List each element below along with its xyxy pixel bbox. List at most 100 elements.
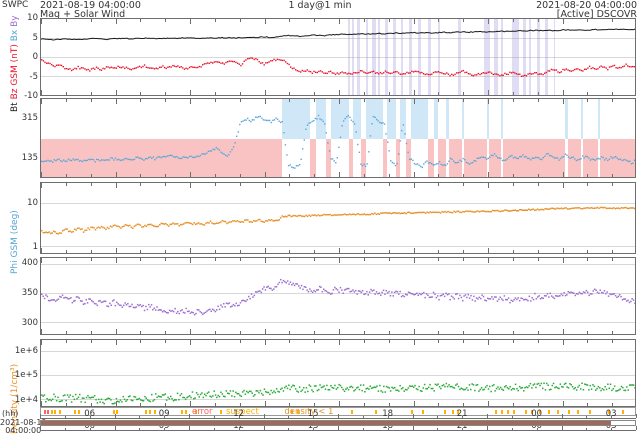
sector-stripe — [553, 19, 556, 95]
tick-bottom — [537, 403, 539, 406]
tick-top — [41, 19, 42, 24]
tick-top — [289, 183, 291, 186]
tick-bottom — [612, 403, 614, 406]
sector-stripe — [356, 19, 360, 95]
tick-bottom — [612, 92, 614, 95]
time-axis-tick-label: 21 — [456, 409, 468, 419]
tick-top — [41, 340, 42, 345]
tick-bottom — [165, 92, 167, 95]
tick-top — [190, 183, 191, 188]
quality-flag-mark — [452, 410, 455, 414]
tick-top — [413, 19, 415, 24]
tick-bottom — [587, 92, 589, 95]
tick-top — [463, 340, 465, 343]
toward-sector-gap — [365, 139, 383, 177]
tick-top — [587, 340, 589, 343]
tick-bottom — [512, 331, 514, 334]
sector-stripe — [501, 19, 504, 95]
tick-bottom — [90, 331, 92, 334]
tick-top — [388, 258, 390, 261]
time-tick — [139, 428, 141, 430]
tick-top — [190, 19, 191, 24]
time-tick — [89, 428, 91, 430]
tick-top — [140, 258, 142, 261]
tick-bottom — [239, 174, 241, 177]
tick-top — [140, 19, 142, 22]
tick-top — [512, 99, 514, 102]
time-axis-line-2 — [40, 430, 636, 431]
quality-flag-mark — [43, 410, 46, 414]
tick-bottom — [115, 172, 117, 177]
tick-top — [612, 183, 614, 186]
time-axis-tick-label: 15 — [307, 421, 319, 431]
tick-top — [214, 258, 216, 261]
tick-top — [413, 258, 415, 263]
time-tick — [536, 428, 538, 430]
gridline-horizontal — [41, 351, 635, 353]
tick-bottom — [140, 331, 142, 334]
series-phi — [41, 114, 635, 169]
tick-top — [264, 340, 266, 345]
mag-data-layer — [41, 28, 635, 77]
quality-flag-mark — [547, 410, 550, 414]
tick-top — [239, 258, 241, 261]
tick-bottom — [289, 250, 291, 253]
quality-flag-mark — [154, 410, 157, 414]
quality-flag-mark — [443, 410, 446, 414]
time-tick — [313, 416, 315, 418]
tick-bottom — [65, 92, 67, 95]
tick-bottom — [339, 248, 340, 253]
gridline-horizontal — [41, 76, 635, 77]
tick-bottom — [363, 250, 365, 253]
y-tick-density: 10 — [27, 198, 38, 209]
tick-top — [264, 258, 266, 263]
time-axis-tick-label: 03 — [605, 409, 617, 419]
tick-top — [289, 340, 291, 343]
toward-sector-band — [353, 99, 362, 177]
y-tick-mag: 10 — [27, 13, 38, 23]
time-tick — [611, 428, 613, 430]
panel-mag — [40, 18, 636, 96]
sector-stripe — [417, 19, 422, 95]
coverage-bar[interactable] — [40, 420, 636, 426]
tick-bottom — [90, 92, 92, 95]
series-density — [41, 206, 635, 235]
time-axis-tick-label: 09 — [158, 409, 170, 419]
tick-top — [239, 340, 241, 343]
tick-bottom — [339, 90, 340, 95]
tick-bottom — [239, 403, 241, 406]
time-tick — [213, 416, 215, 418]
y-label-part: By — [10, 15, 20, 27]
tick-bottom — [388, 331, 390, 334]
y-axis-phi: 315 135 Phi GSM (deg) — [0, 98, 40, 274]
tick-top — [289, 258, 291, 261]
time-tick — [40, 414, 41, 418]
tick-bottom — [512, 174, 514, 177]
tick-bottom — [65, 174, 67, 177]
sector-stripe — [352, 19, 354, 95]
tick-bottom — [438, 331, 440, 334]
time-axis-tick-label: 03 — [605, 421, 617, 431]
tick-top — [512, 19, 514, 22]
tick-top — [65, 183, 67, 186]
time-tick — [114, 414, 116, 418]
tick-bottom — [363, 92, 365, 95]
sector-stripe — [385, 19, 388, 95]
series-bt — [41, 28, 635, 41]
tick-top — [463, 258, 465, 261]
tick-bottom — [488, 172, 489, 177]
tick-bottom — [413, 90, 415, 95]
tick-bottom — [512, 250, 514, 253]
gridline-horizontal — [41, 263, 635, 265]
toward-sector-gap — [446, 139, 449, 177]
time-tick — [586, 428, 588, 430]
tick-top — [115, 183, 117, 188]
time-tick — [313, 428, 315, 430]
legend-error: error — [191, 407, 213, 417]
time-tick — [362, 416, 364, 418]
time-tick — [412, 426, 414, 430]
time-axis-tick-label: 12 — [233, 409, 245, 419]
tick-top — [438, 258, 440, 261]
tick-top — [512, 258, 514, 261]
tick-bottom — [190, 401, 191, 406]
